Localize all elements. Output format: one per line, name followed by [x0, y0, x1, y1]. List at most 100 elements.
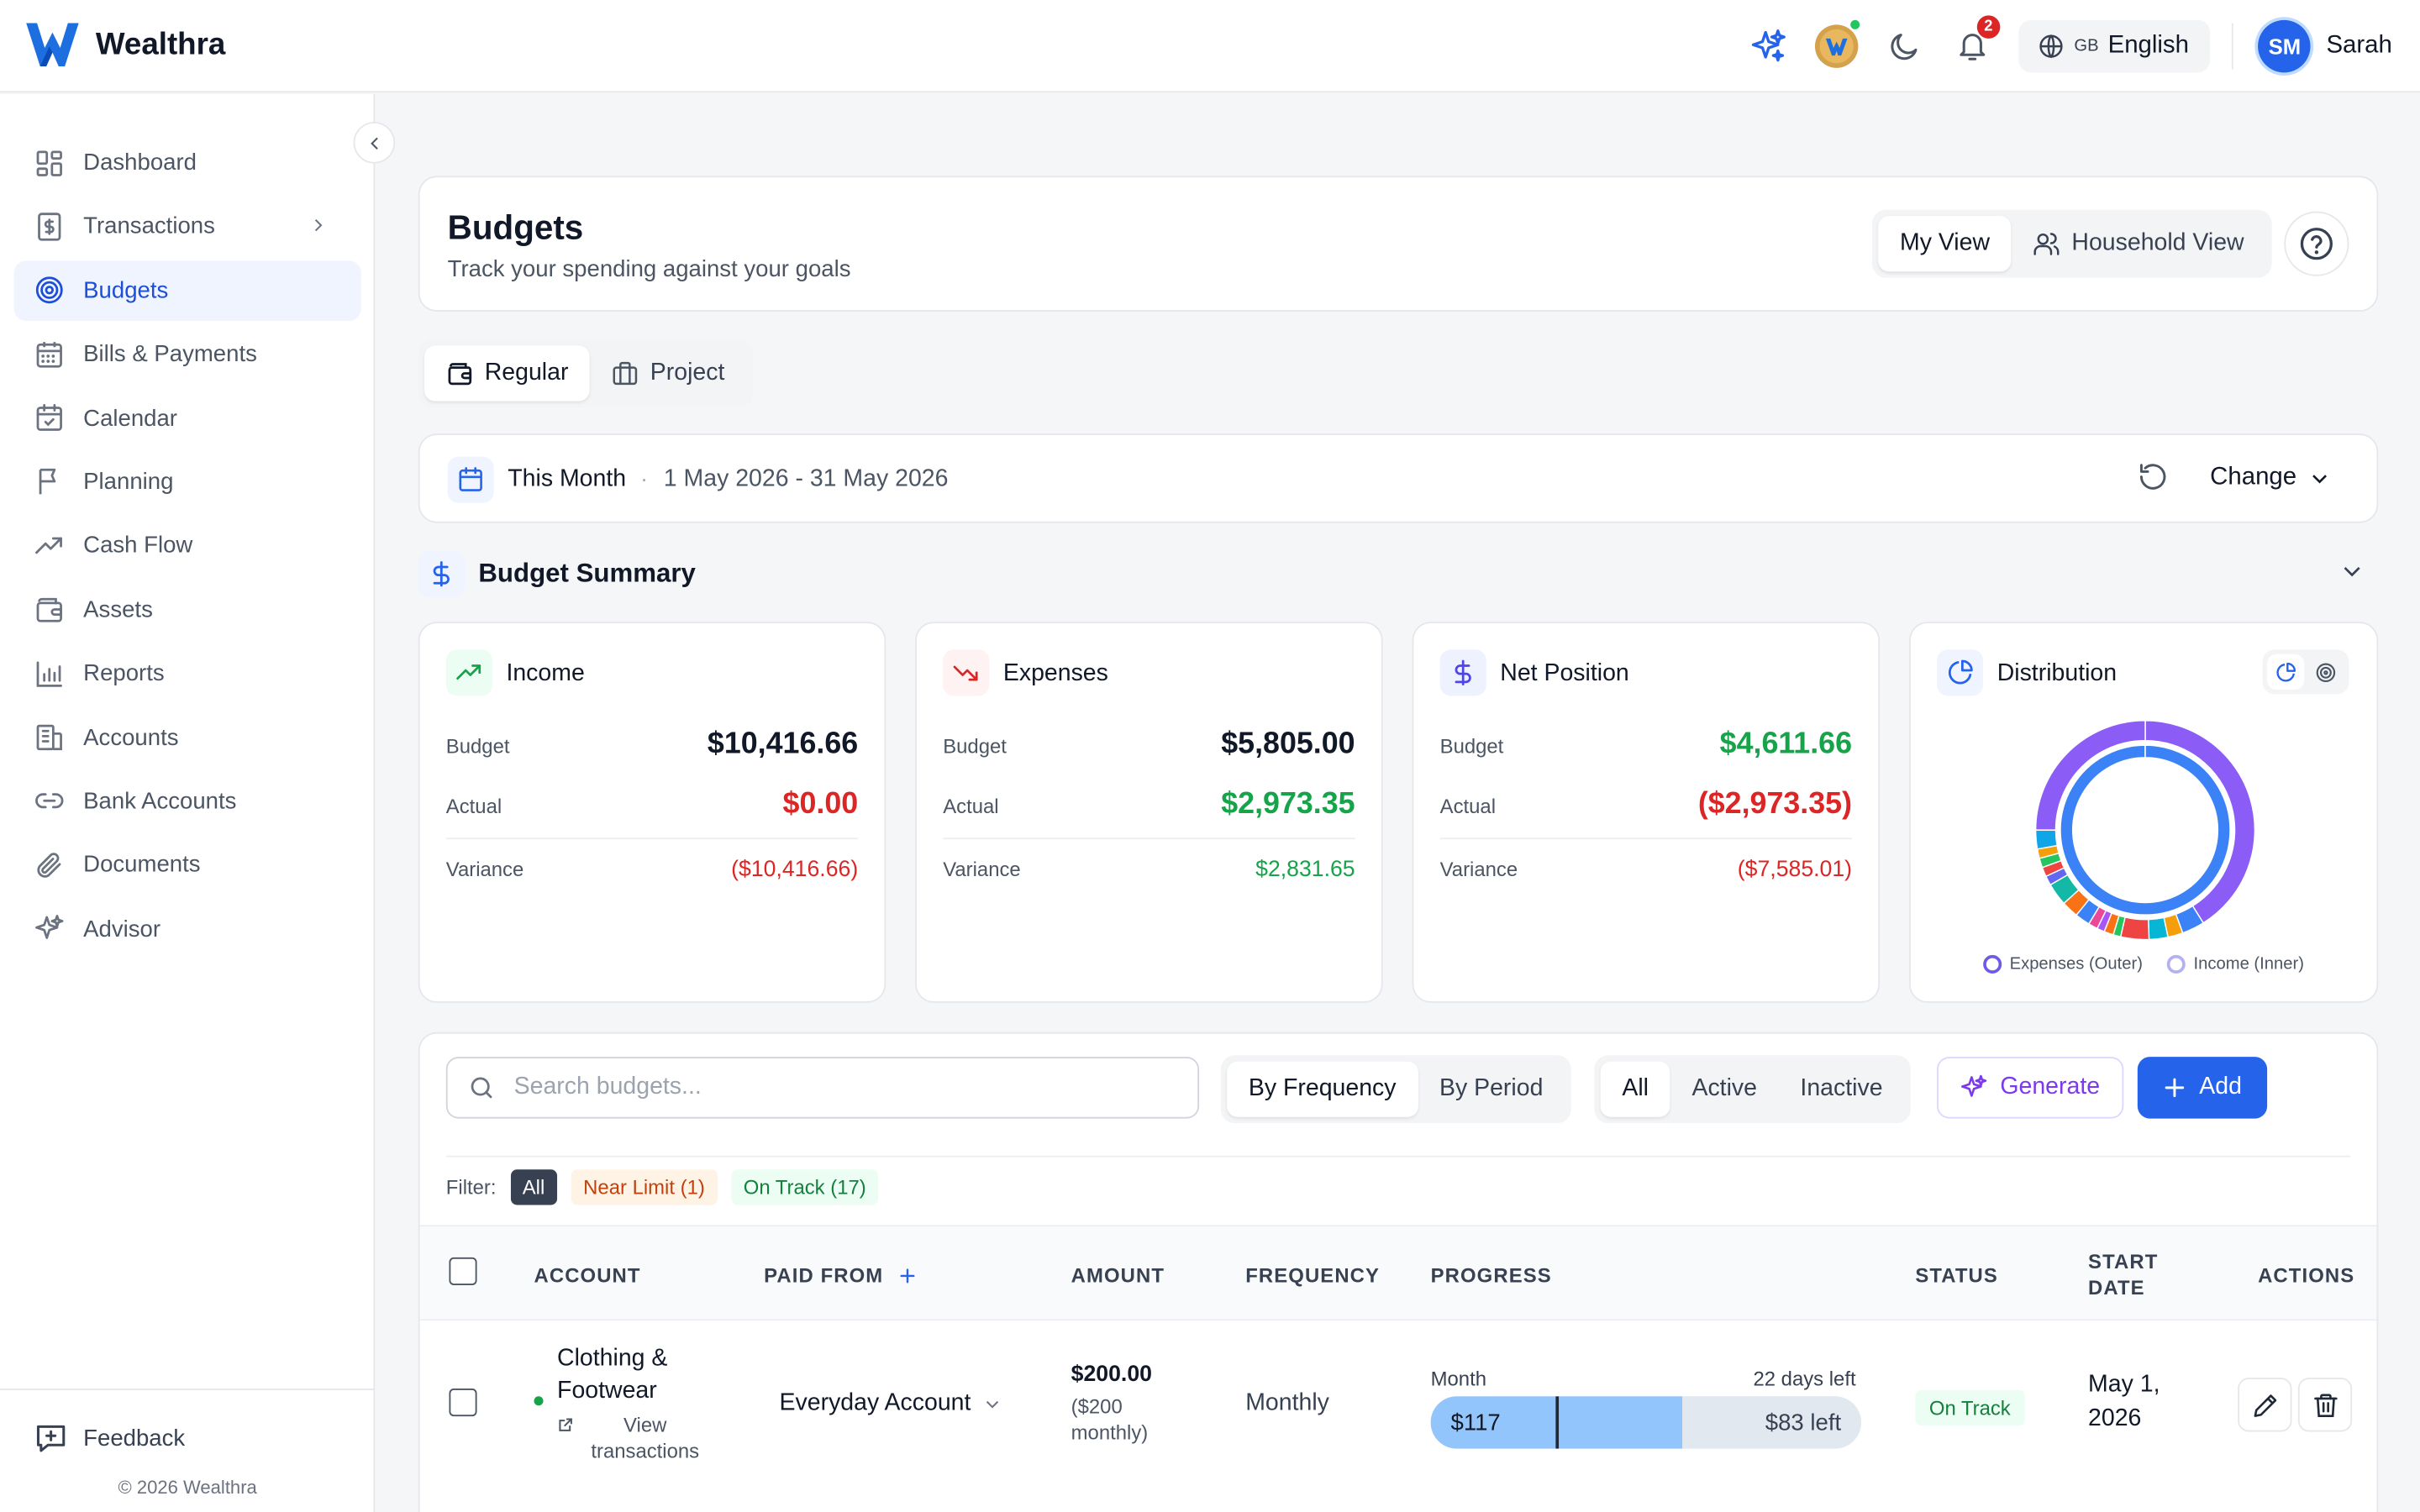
plus-icon[interactable]	[899, 1266, 918, 1284]
summary-collapse-button[interactable]	[2339, 559, 2364, 583]
filter-all-chip[interactable]: All	[510, 1169, 557, 1205]
sidebar-item-label: Accounts	[83, 724, 179, 751]
target-icon	[2315, 661, 2337, 683]
search-box[interactable]	[445, 1057, 1200, 1119]
sidebar-item-label: Budgets	[83, 277, 169, 304]
budget-summary-header[interactable]: Budget Summary	[418, 550, 696, 597]
link-icon	[34, 786, 65, 817]
theme-toggle-button[interactable]	[1876, 18, 1932, 74]
top-bar: Wealthra	[0, 0, 2420, 93]
generate-button[interactable]: Generate	[1937, 1057, 2123, 1119]
brand[interactable]: Wealthra	[24, 18, 225, 71]
dollar-icon	[428, 560, 455, 588]
account-name[interactable]: Clothing & Footwear	[557, 1345, 668, 1404]
budget-summary-title: Budget Summary	[478, 558, 696, 588]
row-checkbox[interactable]	[449, 1389, 477, 1417]
sidebar-item-cash-flow[interactable]: Cash Flow	[14, 516, 361, 576]
sidebar-item-calendar[interactable]: Calendar	[14, 388, 361, 449]
regular-tab[interactable]: Regular	[424, 345, 591, 402]
donut-segment	[2034, 720, 2146, 831]
delete-button[interactable]	[2297, 1378, 2353, 1432]
status-badge: On Track	[1915, 1389, 2025, 1426]
column-account[interactable]: ACCOUNT	[534, 1263, 641, 1287]
column-amount[interactable]: AMOUNT	[1071, 1263, 1165, 1287]
assistant-avatar-button[interactable]	[1808, 18, 1864, 74]
spent-value: $117	[1450, 1410, 1501, 1436]
pie-view-button[interactable]	[2267, 654, 2305, 690]
language-label: English	[2107, 32, 2189, 59]
column-progress[interactable]: PROGRESS	[1430, 1263, 1552, 1287]
ai-sparkles-button[interactable]	[1741, 18, 1797, 74]
sidebar-item-reports[interactable]: Reports	[14, 643, 361, 704]
sidebar-item-label: Bills & Payments	[83, 341, 257, 368]
inactive-button[interactable]: Inactive	[1800, 1075, 1883, 1102]
legend-expenses: Expenses (Outer)	[1983, 954, 2143, 974]
sidebar-item-advisor[interactable]: Advisor	[14, 899, 361, 959]
reset-period-button[interactable]	[2138, 461, 2169, 492]
by-frequency-button[interactable]: By Frequency	[1227, 1061, 1418, 1117]
net-actual-row: Actual ($2,973.35)	[1440, 787, 1852, 822]
income-variance-row: Variance ($10,416.66)	[446, 858, 858, 882]
moon-icon	[1887, 29, 1921, 63]
start-date-value: May 1, 2026	[2088, 1371, 2160, 1432]
filter-label: Filter:	[445, 1175, 497, 1200]
user-avatar[interactable]: SM	[2258, 19, 2312, 73]
filter-on-track-chip[interactable]: On Track (17)	[731, 1169, 879, 1205]
sidebar-item-documents[interactable]: Documents	[14, 835, 361, 895]
budget-label: Budget	[943, 734, 1007, 758]
my-view-button[interactable]: My View	[1878, 216, 2012, 272]
income-title: Income	[506, 660, 585, 687]
language-selector[interactable]: GB English	[2018, 19, 2211, 73]
select-all-checkbox[interactable]	[449, 1257, 477, 1285]
column-frequency[interactable]: FREQUENCY	[1245, 1263, 1381, 1287]
sidebar-item-dashboard[interactable]: Dashboard	[14, 133, 361, 193]
change-period-button[interactable]: Change	[2210, 465, 2330, 492]
distribution-donut-chart	[2034, 720, 2256, 941]
sidebar-item-transactions[interactable]: Transactions	[14, 197, 361, 257]
variance-label: Variance	[445, 858, 524, 881]
sidebar-item-planning[interactable]: Planning	[14, 452, 361, 512]
help-button[interactable]	[2284, 211, 2349, 276]
paid-from-select[interactable]: Everyday Account	[780, 1390, 1002, 1418]
column-start-date[interactable]: START DATE	[2088, 1249, 2159, 1299]
view-transactions-label: View transactions	[591, 1413, 700, 1463]
group-by-toggle: By Frequency By Period	[1220, 1055, 1571, 1124]
feedback-button[interactable]: Feedback	[34, 1421, 185, 1455]
all-button[interactable]: All	[1600, 1061, 1670, 1117]
flag-icon	[34, 467, 65, 498]
target-icon	[34, 275, 65, 306]
expenses-card: Expenses Budget $5,805.00 Actual $2,973.…	[915, 622, 1383, 1003]
days-left-label: 22 days left	[1753, 1367, 1856, 1390]
add-budget-button[interactable]: Add	[2137, 1057, 2267, 1119]
sidebar-item-label: Transactions	[83, 213, 215, 240]
chevron-left-icon	[365, 134, 383, 152]
filter-near-limit-chip[interactable]: Near Limit (1)	[571, 1169, 718, 1205]
project-tab[interactable]: Project	[590, 345, 746, 401]
column-status[interactable]: STATUS	[1915, 1263, 1998, 1287]
sidebar-item-bank-accounts[interactable]: Bank Accounts	[14, 771, 361, 832]
by-period-button[interactable]: By Period	[1439, 1075, 1544, 1102]
remaining-value: $83 left	[1765, 1410, 1842, 1436]
sidebar-item-accounts[interactable]: Accounts	[14, 707, 361, 768]
actual-label: Actual	[1439, 794, 1497, 818]
external-link-icon	[557, 1416, 574, 1433]
sidebar-item-bills-payments[interactable]: Bills & Payments	[14, 324, 361, 385]
sidebar-item-assets[interactable]: Assets	[14, 580, 361, 640]
legend-income: Income (Inner)	[2167, 954, 2304, 974]
sidebar-item-budgets[interactable]: Budgets	[13, 260, 361, 321]
user-name[interactable]: Sarah	[2326, 32, 2392, 59]
column-paid-from[interactable]: PAID FROM	[764, 1263, 918, 1287]
search-input[interactable]	[513, 1074, 1163, 1102]
sidebar-collapse-button[interactable]	[353, 122, 396, 164]
view-transactions-link[interactable]: View transactions	[557, 1412, 707, 1464]
card-divider	[943, 837, 1355, 840]
view-toggle: My View Household View	[1871, 209, 2272, 278]
amount-subtext: ($200 monthly)	[1071, 1394, 1149, 1445]
net-variance-value: ($7,585.01)	[1737, 858, 1853, 883]
variance-label: Variance	[943, 858, 1021, 881]
edit-button[interactable]	[2238, 1378, 2292, 1432]
target-view-button[interactable]	[2307, 654, 2344, 690]
household-view-button[interactable]: Household View	[2012, 216, 2266, 271]
notifications-button[interactable]: 2	[1944, 15, 2001, 74]
active-button[interactable]: Active	[1691, 1075, 1757, 1102]
